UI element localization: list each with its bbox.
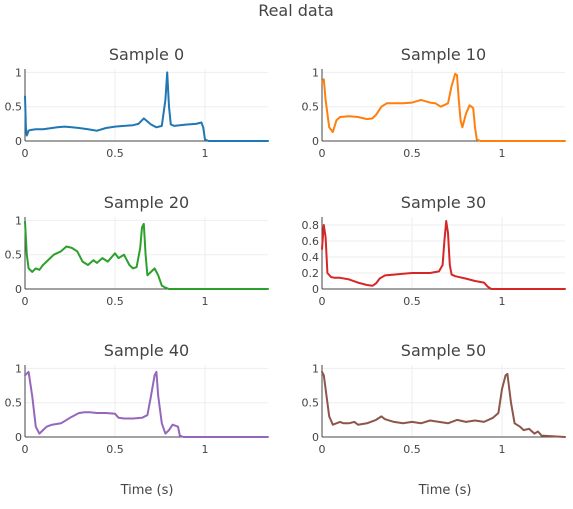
subplot-1: 0 0.5 1 0 0.5 1 Sample 10 [302, 45, 566, 160]
y-tick-label: 0 [15, 135, 22, 148]
subplot-grid: 0 0.5 1 0 0.5 1 Sample 0 0 0.5 1 0 0.5 1 Sample 10 0 0.… [5, 45, 566, 456]
y-tick-label: 0.4 [302, 251, 320, 264]
y-tick-label: 0.5 [302, 101, 320, 114]
x-tick-label: 1 [202, 147, 209, 160]
x-tick-label: 0.5 [403, 147, 421, 160]
x-tick-label: 0 [319, 295, 326, 308]
y-tick-label: 1 [312, 66, 319, 79]
subplot-5: 0 0.5 1 0 0.5 1 Sample 50 [302, 341, 566, 456]
subplot-title: Sample 50 [401, 341, 486, 360]
y-tick-label: 0.2 [302, 267, 320, 280]
x-tick-label: 1 [499, 147, 506, 160]
y-tick-label: 0.5 [5, 101, 23, 114]
y-tick-label: 0.5 [302, 397, 320, 410]
x-tick-label: 0.5 [106, 295, 124, 308]
subplot-4: 0 0.5 1 0 0.5 1 Sample 40 [5, 341, 269, 456]
series-line [321, 370, 566, 438]
x-tick-label: 0 [319, 443, 326, 456]
figure-title: Real data [258, 1, 334, 20]
subplot-title: Sample 40 [104, 341, 189, 360]
y-tick-label: 0 [312, 431, 319, 444]
x-axis-label-right: Time (s) [418, 483, 472, 498]
y-tick-label: 0.5 [5, 249, 23, 262]
y-tick-label: 1 [15, 214, 22, 227]
x-tick-label: 1 [202, 295, 209, 308]
x-tick-label: 0 [22, 147, 29, 160]
series-line [24, 370, 269, 438]
x-tick-label: 0.5 [403, 443, 421, 456]
y-tick-label: 0.5 [5, 397, 23, 410]
y-tick-label: 1 [312, 362, 319, 375]
series-line [24, 71, 269, 142]
y-tick-label: 1 [15, 362, 22, 375]
subplot-title: Sample 10 [401, 45, 486, 64]
subplot-title: Sample 0 [109, 45, 184, 64]
x-tick-label: 0.5 [106, 443, 124, 456]
y-tick-label: 0 [312, 283, 319, 296]
y-tick-label: 0 [312, 135, 319, 148]
x-tick-label: 1 [499, 443, 506, 456]
series-line [321, 220, 566, 290]
subplot-3: 0 0.5 1 0 0.2 0.4 0.6 0.8 Sample 30 [302, 193, 566, 308]
subplot-title: Sample 20 [104, 193, 189, 212]
x-tick-label: 1 [499, 295, 506, 308]
y-tick-label: 0 [15, 431, 22, 444]
x-tick-label: 0 [22, 295, 29, 308]
subplot-0: 0 0.5 1 0 0.5 1 Sample 0 [5, 45, 269, 160]
y-tick-label: 0.6 [302, 235, 320, 248]
subplot-2: 0 0.5 1 0 0.5 1 Sample 20 [5, 193, 269, 308]
x-tick-label: 0 [319, 147, 326, 160]
x-tick-label: 1 [202, 443, 209, 456]
y-tick-label: 1 [15, 66, 22, 79]
x-tick-label: 0.5 [106, 147, 124, 160]
series-line [24, 220, 269, 290]
x-axis-label-left: Time (s) [120, 483, 174, 498]
subplot-title: Sample 30 [401, 193, 486, 212]
y-tick-label: 0 [15, 283, 22, 296]
x-tick-label: 0 [22, 443, 29, 456]
y-tick-label: 0.8 [302, 219, 320, 232]
series-line [321, 72, 566, 142]
x-tick-label: 0.5 [403, 295, 421, 308]
